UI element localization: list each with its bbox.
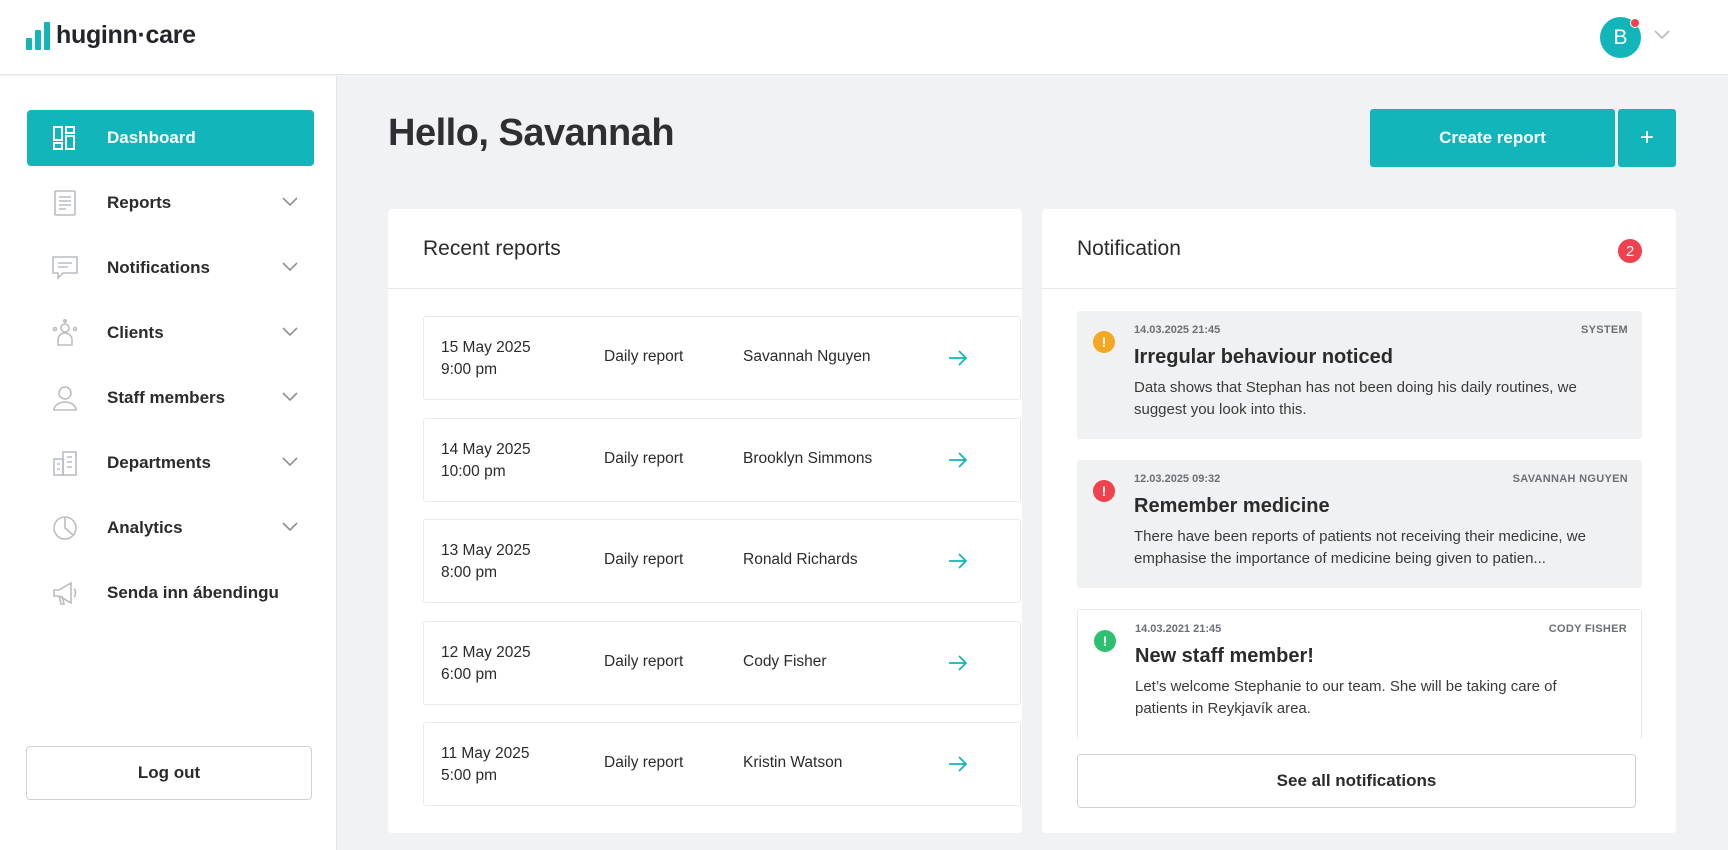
notification-item[interactable]: ! 14.03.2021 21:45 CODY FISHER New staff… [1077,609,1642,739]
chevron-down-icon [282,327,298,337]
warning-icon: ! [1093,331,1115,353]
chevron-down-icon [282,197,298,207]
top-bar: huginn·care B [0,0,1728,75]
chevron-down-icon [282,392,298,402]
notification-count-badge: 2 [1618,239,1642,263]
sidebar-item-label: Clients [107,323,164,342]
sidebar-item-feedback[interactable]: Senda inn ábendingu [27,565,314,621]
report-author: Brooklyn Simmons [743,450,873,467]
notification-card: Notification 2 ! 14.03.2025 21:45 SYSTEM… [1042,209,1676,833]
report-type: Daily report [604,551,684,568]
notification-title: New staff member! [1135,645,1314,667]
report-row[interactable]: 15 May 2025 9:00 pm Daily report Savannah… [423,316,1021,400]
clients-icon [52,319,78,346]
notification-timestamp: 14.03.2021 21:45 [1135,623,1222,635]
report-type: Daily report [604,653,684,670]
sidebar-item-label: Analytics [107,518,183,537]
arrow-right-icon[interactable] [948,350,968,366]
card-title: Notification [1077,237,1181,260]
chevron-down-icon [282,522,298,532]
notification-body: Data shows that Stephan has not been doi… [1134,379,1577,418]
sidebar-item-analytics[interactable]: Analytics [27,500,314,556]
page-title: Hello, Savannah [388,112,675,154]
recent-reports-card: Recent reports 15 May 2025 9:00 pm Daily … [388,209,1022,833]
report-author: Kristin Watson [743,754,843,771]
card-header: Notification 2 [1042,209,1676,289]
create-report-button[interactable]: Create report [1370,109,1615,167]
report-author: Ronald Richards [743,551,858,568]
report-type: Daily report [604,754,684,771]
megaphone-icon [53,581,77,605]
sidebar-item-label: Notifications [107,258,210,277]
arrow-right-icon[interactable] [948,553,968,569]
message-icon [52,256,78,280]
report-datetime: 14 May 2025 10:00 pm [441,441,531,480]
logout-button[interactable]: Log out [26,746,312,800]
report-datetime: 12 May 2025 6:00 pm [441,644,531,683]
arrow-right-icon[interactable] [948,452,968,468]
notification-title: Remember medicine [1134,495,1330,517]
chevron-down-icon [282,457,298,467]
user-icon [53,386,77,411]
report-datetime: 15 May 2025 9:00 pm [441,339,531,378]
chevron-down-icon [282,262,298,272]
sidebar-item-label: Senda inn ábendingu [107,583,279,602]
report-row[interactable]: 13 May 2025 8:00 pm Daily report Ronald R… [423,519,1021,603]
notification-timestamp: 14.03.2025 21:45 [1134,324,1221,336]
brand-logo[interactable]: huginn·care [26,20,196,50]
sidebar-item-label: Reports [107,193,172,212]
info-icon: ! [1094,630,1116,652]
notification-timestamp: 12.03.2025 09:32 [1134,473,1221,485]
sidebar-item-clients[interactable]: Clients [27,305,314,361]
sidebar-item-notifications[interactable]: Notifications [27,240,314,296]
report-type: Daily report [604,348,684,365]
alert-icon: ! [1093,480,1115,502]
notification-source: SYSTEM [1580,324,1628,336]
building-icon [53,451,77,476]
add-button[interactable]: + [1618,109,1676,167]
notification-source: SAVANNAH NGUYEN [1512,473,1628,485]
notification-body: Let’s welcome Stephanie to our team. She… [1135,678,1557,717]
arrow-right-icon[interactable] [948,756,968,772]
dashboard-icon [53,126,75,150]
report-row[interactable]: 12 May 2025 6:00 pm Daily report Cody Fis… [423,621,1021,705]
report-row[interactable]: 11 May 2025 5:00 pm Daily report Kristin … [423,722,1021,806]
notification-item[interactable]: ! 14.03.2025 21:45 SYSTEM Irregular beha… [1077,311,1642,439]
report-row[interactable]: 14 May 2025 10:00 pm Daily report Brookly… [423,418,1021,502]
sidebar-item-label: Dashboard [107,128,196,147]
pie-chart-icon [53,516,77,540]
brand-name: huginn·care [56,20,196,49]
document-icon [54,190,76,216]
card-header: Recent reports [388,209,1022,289]
logo-bars-icon [26,20,50,50]
report-datetime: 11 May 2025 5:00 pm [441,745,530,784]
notification-dot [1630,18,1640,28]
notification-item[interactable]: ! 12.03.2025 09:32 SAVANNAH NGUYEN Remem… [1077,460,1642,588]
sidebar-item-reports[interactable]: Reports [27,175,314,231]
sidebar-item-label: Departments [107,453,211,472]
sidebar-item-staff-members[interactable]: Staff members [27,370,314,426]
report-type: Daily report [604,450,684,467]
notification-title: Irregular behaviour noticed [1134,346,1393,368]
card-title: Recent reports [423,237,561,260]
chevron-down-icon[interactable] [1654,30,1670,40]
sidebar-item-departments[interactable]: Departments [27,435,314,491]
sidebar: Dashboard Reports Notifications Clients … [0,76,337,850]
sidebar-item-dashboard[interactable]: Dashboard [27,110,314,166]
sidebar-item-label: Staff members [107,388,226,407]
notification-source: CODY FISHER [1548,623,1627,635]
notification-body: There have been reports of patients not … [1134,528,1586,567]
report-author: Cody Fisher [743,653,827,670]
report-author: Savannah Nguyen [743,348,871,365]
arrow-right-icon[interactable] [948,655,968,671]
report-datetime: 13 May 2025 8:00 pm [441,542,531,581]
see-all-notifications-button[interactable]: See all notifications [1077,754,1636,808]
